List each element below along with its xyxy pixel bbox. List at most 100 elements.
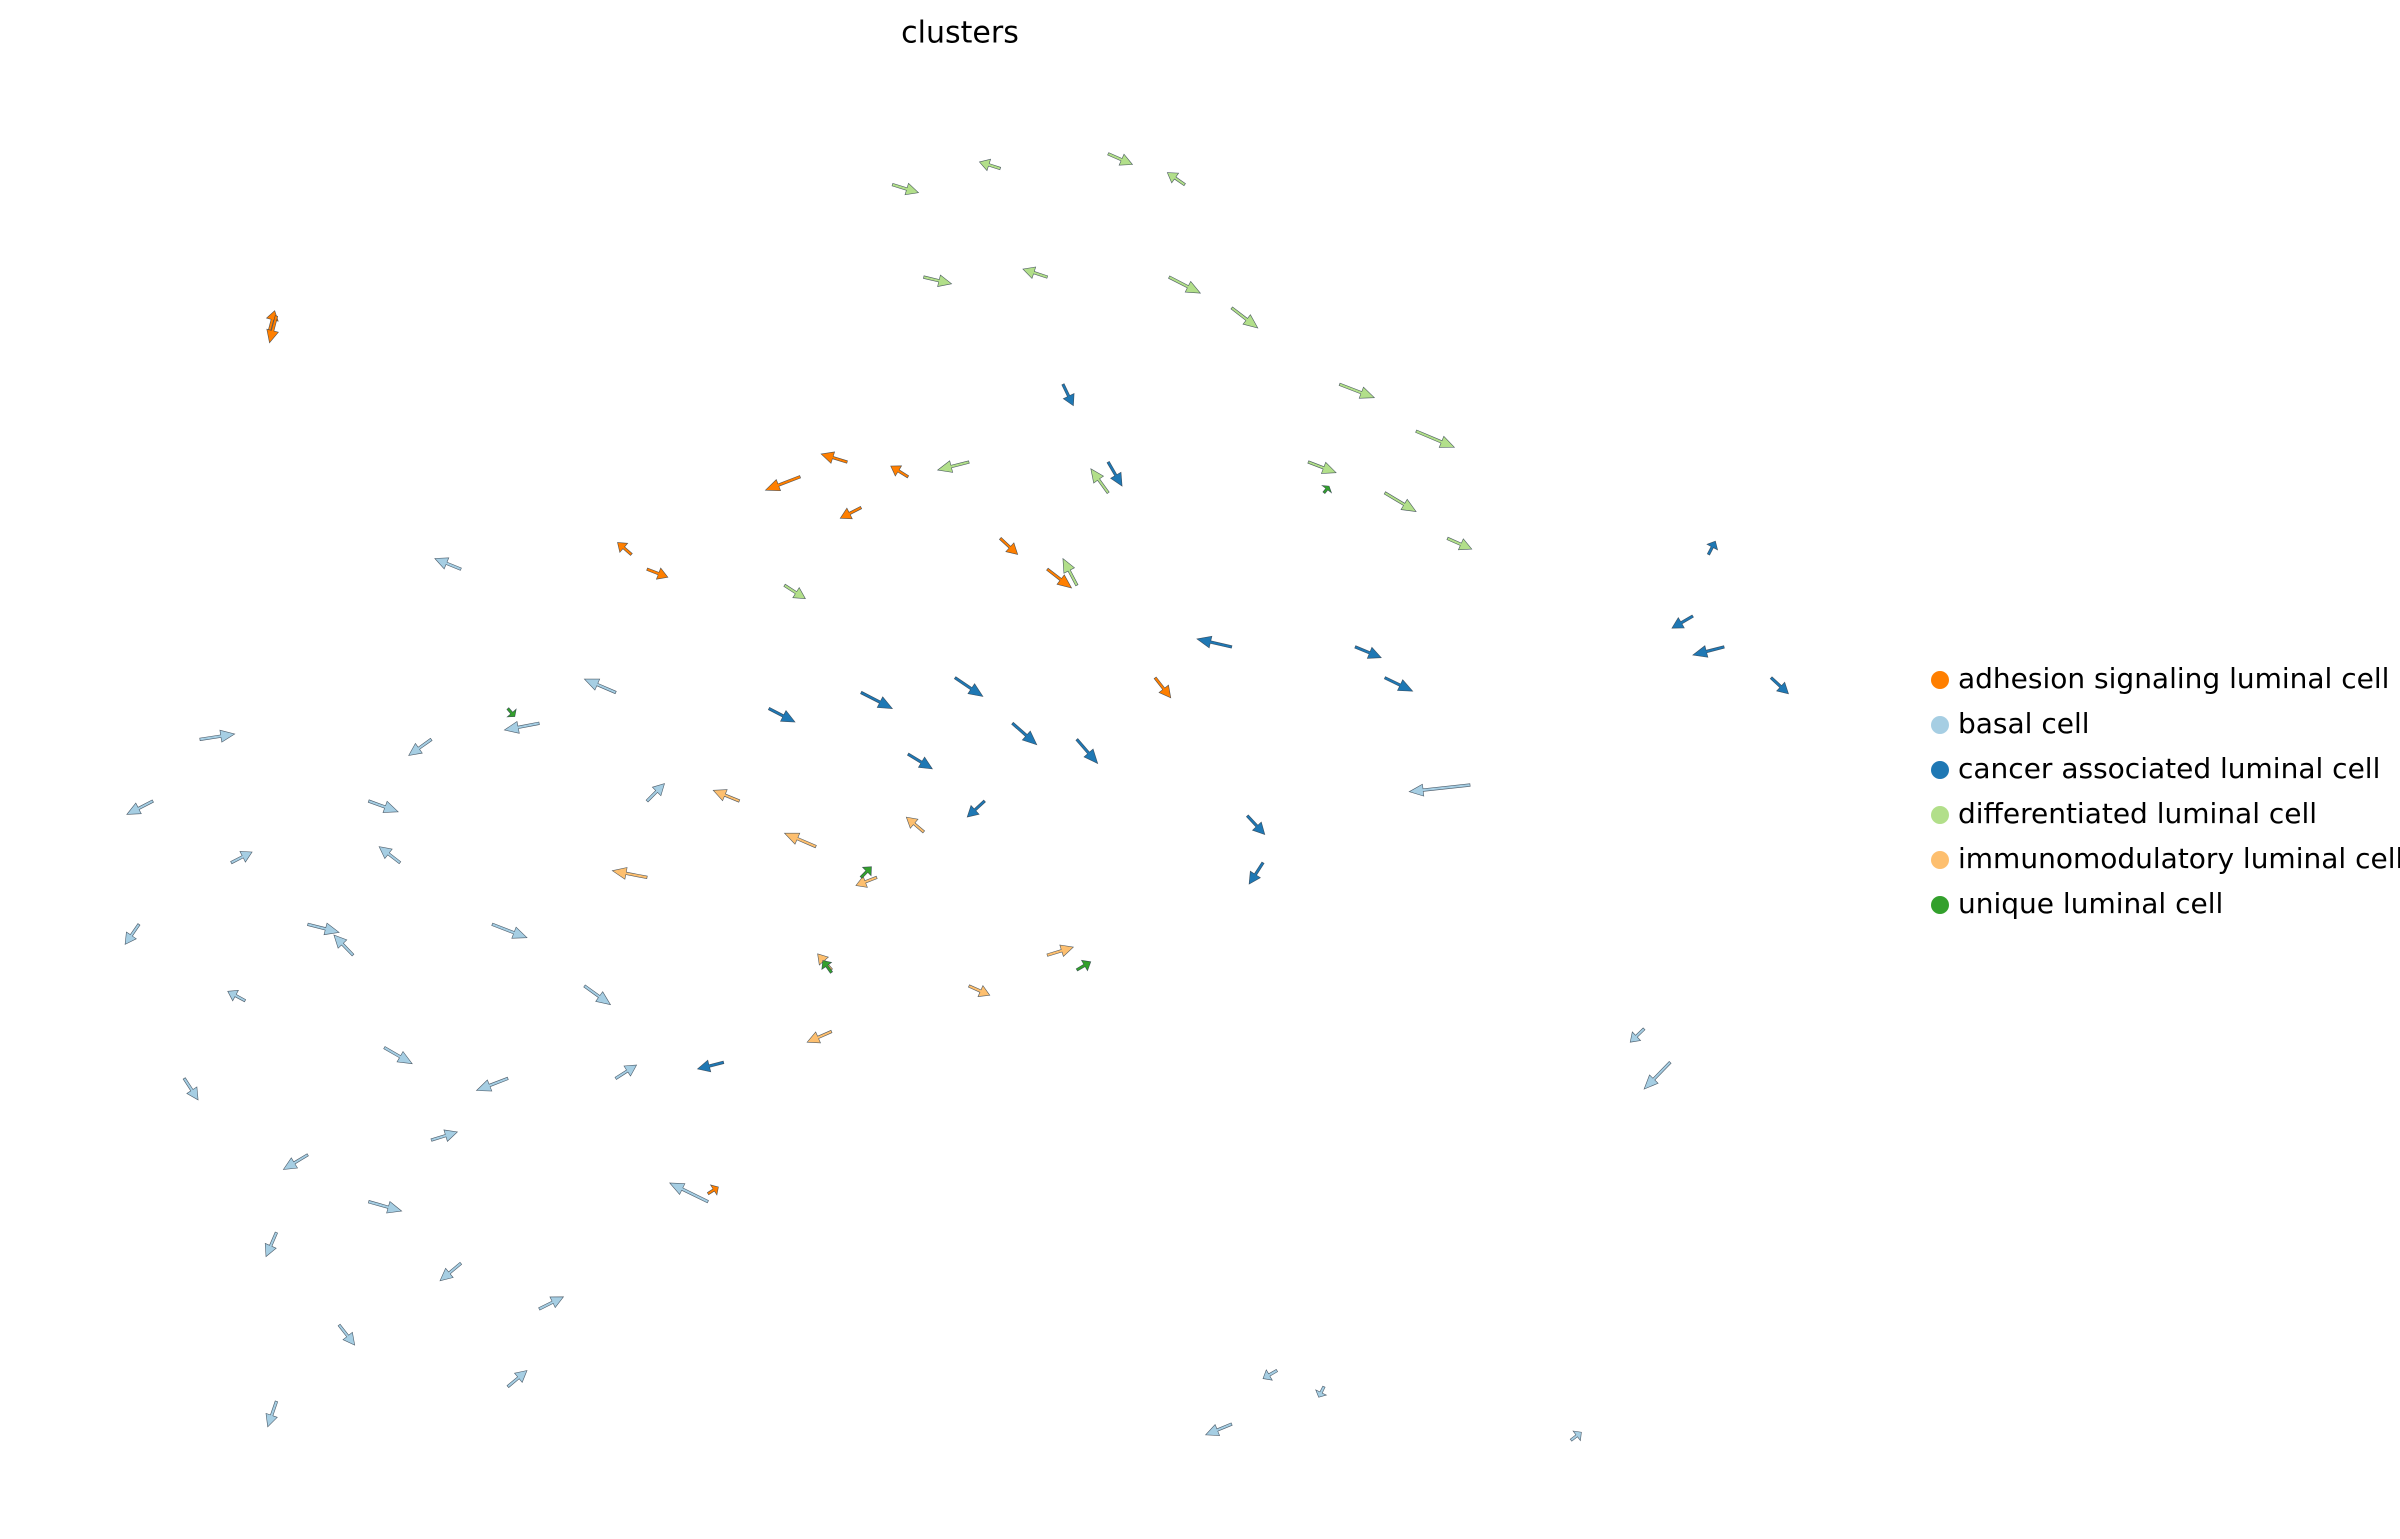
velocity-arrow	[1196, 635, 1233, 649]
velocity-arrow	[767, 706, 796, 723]
legend-label: immunomodulatory luminal cell	[1958, 842, 2400, 875]
arrows	[124, 152, 1789, 1442]
velocity-arrow	[783, 583, 806, 600]
velocity-arrow	[669, 1182, 709, 1204]
velocity-arrow	[806, 1029, 833, 1044]
velocity-arrow	[307, 922, 340, 936]
velocity-arrow	[820, 451, 848, 464]
velocity-arrow	[378, 846, 402, 865]
velocity-arrow	[1262, 1368, 1279, 1381]
velocity-arrow	[1307, 460, 1337, 474]
velocity-arrow	[1075, 959, 1092, 972]
velocity-arrow	[583, 984, 612, 1006]
velocity-arrow	[860, 690, 894, 709]
velocity-arrow	[978, 158, 1002, 172]
velocity-arrow	[645, 783, 665, 803]
velocity-arrow	[1106, 460, 1123, 487]
velocity-arrow	[506, 707, 517, 718]
velocity-arrow	[430, 1129, 459, 1142]
velocity-arrow	[617, 542, 633, 556]
velocity-arrow	[265, 1400, 279, 1428]
velocity-arrow	[1153, 676, 1172, 699]
velocity-arrow	[1569, 1430, 1582, 1442]
legend-label: unique luminal cell	[1958, 887, 2223, 920]
velocity-arrow	[953, 676, 984, 697]
velocity-arrow	[646, 567, 669, 580]
velocity-arrow	[408, 737, 433, 756]
velocity-arrow	[1245, 814, 1266, 835]
velocity-arrow	[475, 1076, 509, 1092]
velocity-arrow	[1321, 485, 1333, 495]
chart-title: clusters	[901, 16, 1019, 51]
velocity-arrow	[1338, 382, 1376, 399]
velocity-arrow	[491, 922, 528, 939]
legend-label: cancer associated luminal cell	[1958, 752, 2380, 785]
velocity-arrow	[1046, 567, 1073, 589]
velocity-arrow	[783, 832, 817, 849]
velocity-arrow	[506, 1370, 528, 1389]
velocity-arrow	[1090, 468, 1110, 495]
legend: adhesion signaling luminal cell basal cel…	[1931, 662, 2400, 920]
velocity-arrow	[538, 1296, 565, 1311]
velocity-arrow	[1168, 275, 1202, 294]
velocity-arrow	[1408, 783, 1471, 797]
velocity-arrow	[855, 875, 878, 888]
legend-label: adhesion signaling luminal cell	[1958, 662, 2389, 695]
velocity-arrow	[611, 867, 648, 880]
legend-label: differentiated luminal cell	[1958, 797, 2317, 830]
velocity-arrow	[282, 1153, 309, 1170]
velocity-arrow	[434, 557, 462, 571]
velocity-arrow	[264, 1231, 278, 1258]
velocity-arrow	[1166, 172, 1186, 187]
velocity-arrow	[1415, 429, 1456, 448]
velocity-arrow	[383, 1046, 413, 1065]
legend-marker	[1931, 671, 1949, 689]
velocity-arrow	[1643, 1060, 1672, 1090]
velocity-arrow	[337, 1323, 356, 1346]
velocity-arrow	[859, 866, 872, 879]
velocity-arrow	[1769, 676, 1789, 695]
velocity-arrow	[839, 505, 863, 520]
velocity-arrow	[1383, 676, 1414, 692]
velocity-arrow	[1011, 721, 1038, 746]
velocity-arrow	[1706, 540, 1719, 556]
velocity-arrow	[126, 799, 154, 815]
velocity-arrow	[696, 1059, 725, 1073]
legend-marker	[1931, 761, 1949, 779]
velocity-arrow	[1446, 536, 1473, 551]
velocity-arrow	[1692, 645, 1725, 658]
velocity-arrow	[906, 752, 934, 770]
velocity-arrow	[503, 720, 540, 734]
velocity-arrow	[1383, 491, 1417, 512]
velocity-arrow	[967, 984, 991, 997]
velocity-arrow	[1061, 383, 1075, 407]
velocity-arrow	[182, 1077, 199, 1101]
velocity-arrow	[923, 274, 953, 287]
velocity-arrow	[1671, 614, 1694, 629]
velocity-arrow	[998, 536, 1019, 555]
velocity-arrow	[706, 1184, 719, 1196]
legend-label: basal cell	[1958, 707, 2090, 740]
velocity-arrow	[821, 960, 834, 974]
velocity-arrow	[333, 934, 355, 957]
velocity-arrow	[1629, 1027, 1646, 1043]
velocity-arrow	[614, 1064, 638, 1080]
velocity-arrow	[199, 729, 236, 743]
velocity-arrow	[124, 923, 141, 945]
velocity-arrow	[1230, 306, 1259, 329]
velocity-arrow	[367, 799, 399, 813]
velocity-arrow	[1354, 645, 1382, 659]
velocity-arrow	[712, 789, 741, 803]
velocity-arrow	[1204, 1422, 1233, 1436]
velocity-arrow	[890, 465, 910, 479]
velocity-arrow	[1315, 1385, 1328, 1398]
velocity-arrow	[227, 989, 247, 1003]
legend-marker	[1931, 806, 1949, 824]
velocity-arrow	[1022, 266, 1049, 279]
velocity-arrow	[266, 315, 279, 344]
velocity-arrow	[230, 851, 253, 865]
velocity-arrow	[966, 799, 986, 818]
velocity-arrow	[1062, 557, 1079, 587]
